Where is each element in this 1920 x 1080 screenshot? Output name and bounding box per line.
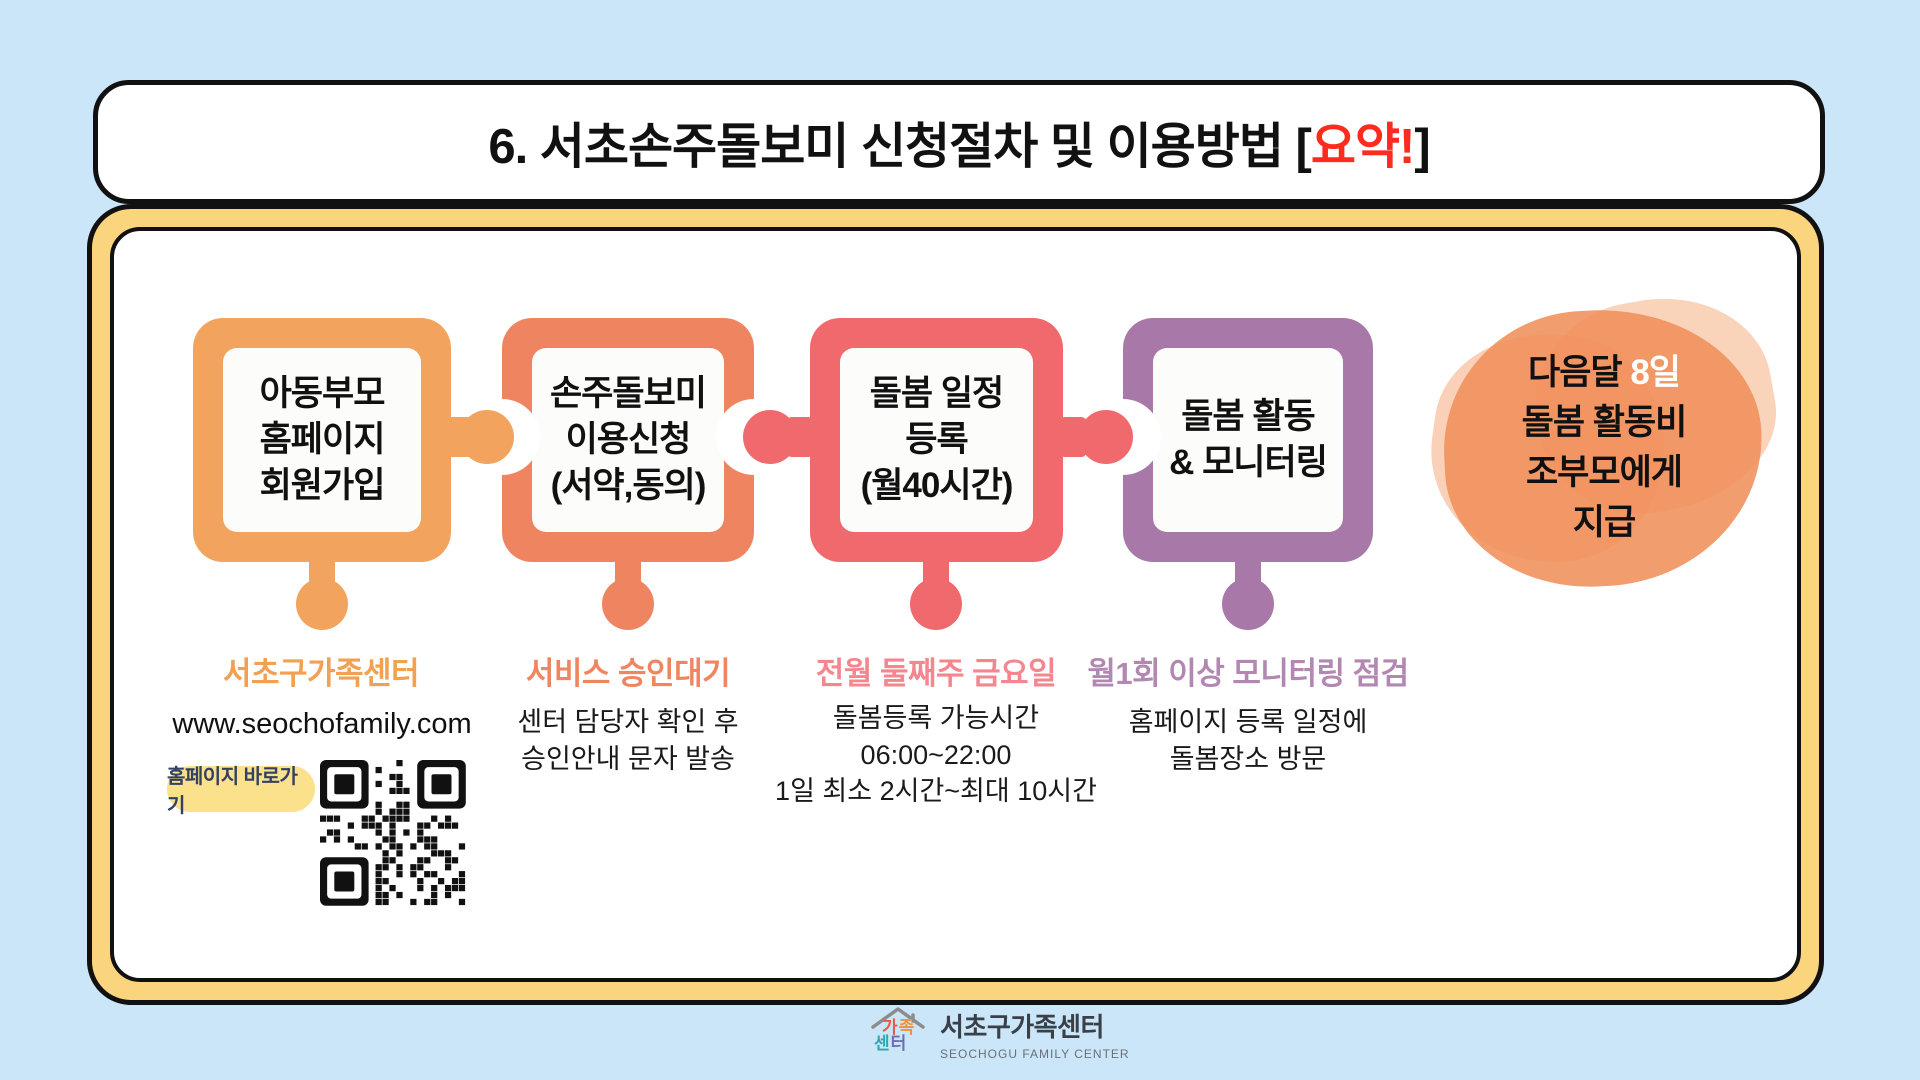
puzzle-step-2: 손주돌보미 이용신청 (서약,동의) [502, 318, 754, 562]
puzzle-3-bottom-bulb [910, 578, 962, 630]
homepage-link-button[interactable]: 홈페이지 바로가기 [167, 766, 315, 817]
puzzle-step-2-labelbox: 손주돌보미 이용신청 (서약,동의) [532, 348, 724, 532]
step-4-label: 돌봄 활동 & 모니터링 [1169, 396, 1328, 482]
payout-line-2: 돌봄 활동비 [1521, 402, 1688, 442]
puzzle-2-bottom-bulb [602, 578, 654, 630]
page-title: 6. 서초손주돌보미 신청절차 및 이용방법 [요약!] [488, 119, 1430, 174]
puzzle-step-1: 아동부모 홈페이지 회원가입 [193, 318, 451, 562]
puzzle-1-bottom-bulb [296, 578, 348, 630]
footer-org-texts: 서초구가족센터 SEOCHOGU FAMILY CENTER [940, 1007, 1130, 1061]
payout-blob: 다음달 8일 돌봄 활동비 조부모에게 지급 [1417, 280, 1791, 598]
step-1-label: 아동부모 홈페이지 회원가입 [259, 373, 386, 506]
step-3-note: 돌봄등록 가능시간 06:00~22:00 1일 최소 2시간~최대 10시간 [775, 703, 1097, 807]
step-4-caption: 월1회 이상 모니터링 점검 [1087, 656, 1409, 691]
family-center-logo-icon: 가족 센터 [868, 1006, 928, 1062]
payout-line-1: 다음달 8일 [1528, 352, 1681, 392]
step-2-note: 센터 담당자 확인 후 승인안내 문자 발송 [517, 707, 739, 774]
puzzle-step-4-labelbox: 돌봄 활동 & 모니터링 [1153, 348, 1343, 532]
puzzle-knob-1-bulb [460, 410, 514, 464]
step-1-caption: 서초구가족센터 [222, 656, 420, 691]
org-name-en: SEOCHOGU FAMILY CENTER [940, 1047, 1130, 1061]
step-4-note: 홈페이지 등록 일정에 돌봄장소 방문 [1128, 707, 1368, 774]
payout-text: 다음달 8일 돌봄 활동비 조부모에게 지급 [1438, 296, 1770, 598]
title-highlight: 요약! [1310, 119, 1415, 174]
payout-line-3: 조부모에게 [1525, 452, 1683, 492]
puzzle-step-4: 돌봄 활동 & 모니터링 [1123, 318, 1373, 562]
puzzle-knob-3-left-bulb [743, 410, 797, 464]
puzzle-step-3: 돌봄 일정 등록 (월40시간) [810, 318, 1063, 562]
payout-day-highlight: 8일 [1630, 352, 1681, 392]
puzzle-step-3-labelbox: 돌봄 일정 등록 (월40시간) [840, 348, 1033, 532]
puzzle-knob-3-right-bulb [1079, 410, 1133, 464]
puzzle-step-1-labelbox: 아동부모 홈페이지 회원가입 [223, 348, 421, 532]
website-url: www.seochofamily.com [172, 708, 472, 740]
qr-code [320, 760, 466, 906]
footer-logo: 가족 센터 서초구가족센터 SEOCHOGU FAMILY CENTER [868, 1006, 1130, 1062]
step-2-caption: 서비스 승인대기 [525, 656, 731, 691]
payout-line-4: 지급 [1572, 502, 1636, 542]
org-name: 서초구가족센터 [940, 1012, 1104, 1042]
logo-korean-chars: 가족 센터 [874, 1018, 916, 1054]
step-3-label: 돌봄 일정 등록 (월40시간) [860, 373, 1014, 506]
puzzle-4-bottom-bulb [1222, 578, 1274, 630]
step-2-label: 손주돌보미 이용신청 (서약,동의) [549, 373, 707, 506]
step-3-caption: 전월 둘째주 금요일 [815, 656, 1057, 691]
title-bar: 6. 서초손주돌보미 신청절차 및 이용방법 [요약!] [93, 80, 1825, 204]
